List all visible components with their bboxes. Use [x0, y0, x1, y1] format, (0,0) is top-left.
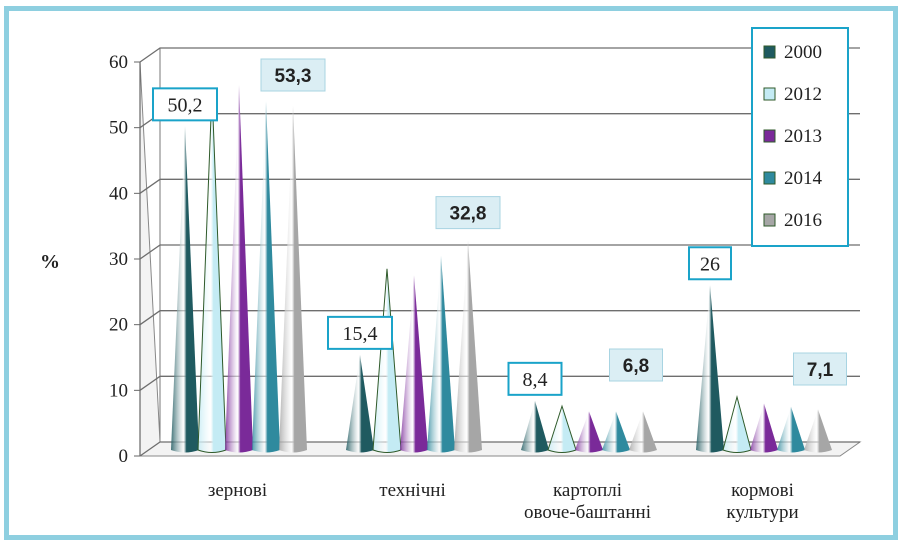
cone-2013-0: [225, 84, 253, 453]
cone-2013-2: [575, 411, 603, 453]
data-label: 7,1: [793, 352, 847, 386]
legend: 2000 2012 2013 2014 2016: [751, 27, 849, 247]
legend-item-2014: 2014: [763, 168, 823, 189]
data-label: 26: [688, 246, 732, 281]
cone-2013-3: [750, 403, 778, 453]
legend-item-2013: 2013: [763, 126, 822, 147]
legend-item-2012: 2012: [763, 84, 822, 105]
data-label: 15,4: [327, 315, 393, 350]
cone-2014-0: [252, 101, 280, 453]
gridline: [139, 244, 860, 260]
svg-text:32,8: 32,8: [450, 204, 487, 225]
category-label: технічні: [379, 480, 445, 501]
y-tick-label: 50: [109, 118, 128, 139]
gridline: [139, 178, 860, 194]
svg-text:2000: 2000: [784, 42, 822, 63]
data-labels: 50,2 53,3 15,4 32,8 8,4 6,8 26 7,1: [152, 58, 847, 396]
data-label: 32,8: [435, 196, 501, 230]
cone-2012-3: [722, 394, 752, 453]
y-tick-label: 10: [109, 380, 128, 401]
data-label: 50,2: [152, 87, 218, 122]
data-label: 8,4: [507, 361, 563, 396]
category-labels: зернові технічні картоплі овоче-баштанні кор…: [208, 480, 799, 523]
svg-text:2012: 2012: [784, 84, 822, 105]
gridline: [139, 47, 860, 63]
svg-text:2014: 2014: [784, 168, 823, 189]
svg-text:50,2: 50,2: [168, 94, 203, 116]
cone-2016-2: [629, 411, 657, 453]
cone-2014-3: [777, 406, 805, 453]
cone-2014-1: [427, 255, 455, 453]
cone-2014-2: [602, 411, 630, 453]
cones: [171, 84, 832, 453]
cone-2016-1: [454, 240, 482, 453]
svg-text:7,1: 7,1: [807, 360, 834, 381]
y-tick-label: 20: [109, 315, 128, 336]
cone-2000-2: [521, 400, 549, 453]
cone-2016-0: [279, 105, 307, 453]
data-label: 53,3: [260, 58, 326, 92]
cone-2012-2: [547, 404, 577, 453]
svg-text:2016: 2016: [784, 210, 822, 231]
cone-2012-0: [197, 91, 227, 453]
y-tick-label: 40: [109, 183, 128, 204]
svg-text:6,8: 6,8: [623, 356, 649, 377]
y-axis-ticks: 0 10 20 30 40 50 60: [109, 52, 128, 467]
y-tick-label: 60: [109, 52, 128, 73]
cone-2013-1: [400, 275, 428, 453]
data-label: 6,8: [609, 348, 663, 382]
svg-text:26: 26: [700, 253, 720, 275]
category-label: зернові: [208, 480, 267, 501]
legend-item-2000: 2000: [763, 42, 822, 63]
category-label: кормові культури: [726, 480, 798, 523]
cone-2016-3: [804, 409, 832, 453]
cone-2000-1: [346, 354, 374, 453]
y-axis-label: %: [40, 251, 60, 273]
svg-text:53,3: 53,3: [275, 66, 312, 87]
category-label: картоплі овоче-баштанні: [524, 480, 651, 523]
y-tick-label: 0: [119, 446, 129, 467]
svg-text:2013: 2013: [784, 126, 822, 147]
cone-2012-1: [372, 268, 402, 453]
gridline: [139, 310, 860, 326]
cone-2000-3: [696, 285, 724, 453]
legend-item-2016: 2016: [763, 210, 822, 231]
svg-text:8,4: 8,4: [523, 369, 548, 391]
svg-text:15,4: 15,4: [343, 323, 378, 345]
y-tick-label: 30: [109, 249, 128, 270]
cone-2000-0: [171, 126, 199, 453]
